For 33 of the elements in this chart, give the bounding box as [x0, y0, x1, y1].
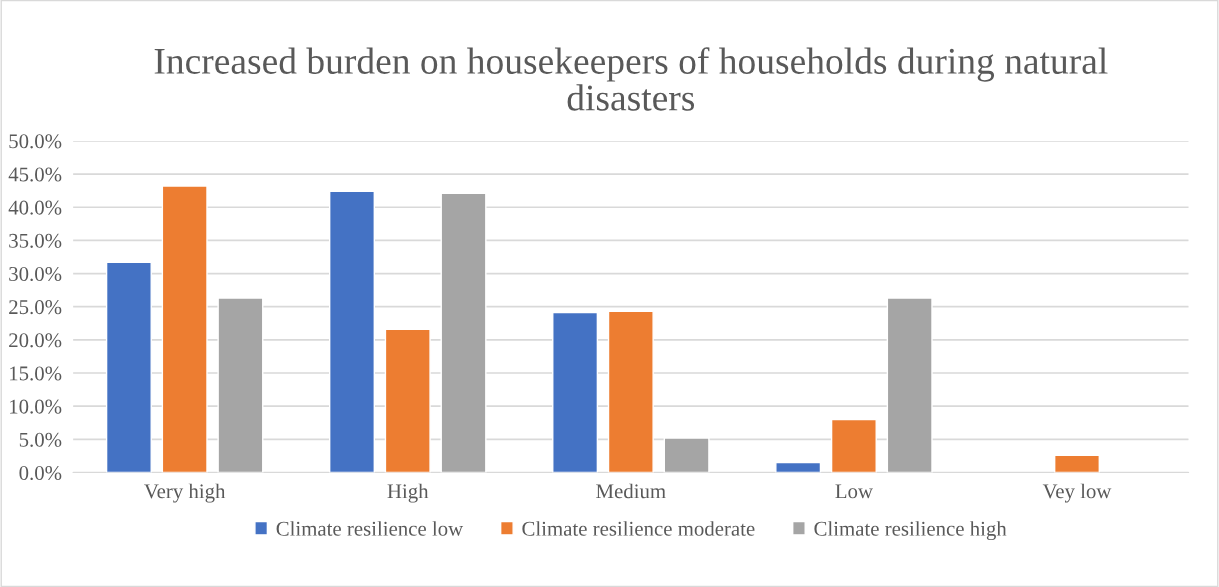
x-tick-label: Vey low [1042, 483, 1112, 503]
legend-label: Climate resilience high [814, 521, 1007, 541]
bar [886, 297, 933, 473]
y-tick-label: 20.0% [9, 333, 62, 348]
chart-title: Increased burden on housekeepers of households during natural disasters [154, 47, 1108, 111]
y-tick-label: 45.0% [8, 167, 62, 182]
bar [607, 310, 654, 473]
bar [1053, 454, 1100, 473]
x-tick-label: Medium [596, 483, 666, 499]
bar [217, 297, 264, 473]
y-tick-label: 10.0% [10, 399, 62, 414]
y-tick-label: 0.0% [19, 465, 62, 481]
bar [161, 185, 208, 473]
x-tick-label: Very high [144, 483, 226, 503]
bar [440, 192, 487, 473]
legend-label: Climate resilience moderate [522, 521, 755, 536]
bar [328, 190, 375, 473]
legend-label: Climate resilience low [276, 521, 464, 536]
bar [552, 311, 599, 473]
y-tick-label: 15.0% [10, 366, 62, 381]
y-tick-label: 35.0% [9, 233, 62, 248]
bar [105, 261, 152, 473]
x-tick-label: High [387, 483, 429, 503]
bar [775, 461, 822, 473]
y-tick-label: 50.0% [9, 134, 62, 149]
y-tick-label: 40.0% [8, 200, 62, 215]
bar [663, 437, 710, 473]
x-tick-label: Low [835, 484, 873, 499]
y-tick-label: 30.0% [9, 266, 62, 282]
y-tick-label: 5.0% [19, 432, 62, 447]
bar [384, 328, 431, 473]
y-tick-label: 25.0% [9, 300, 62, 315]
bar [830, 418, 877, 473]
